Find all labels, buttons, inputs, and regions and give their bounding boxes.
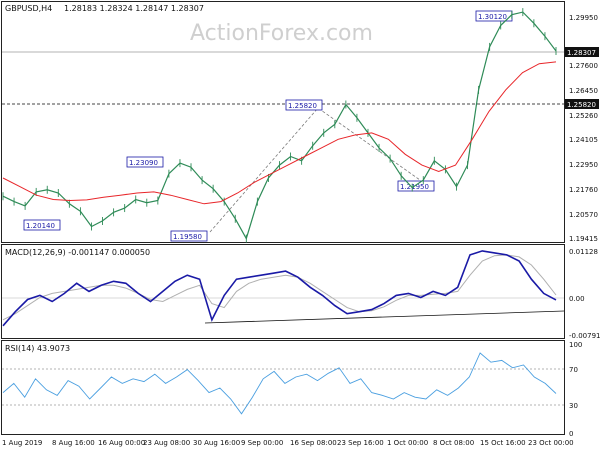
rsi-tick: 100 [569,341,582,349]
current-price-value: 1.28307 [567,49,596,57]
level-price-value: 1.25820 [567,101,596,109]
time-tick: 16 Aug 00:00 [98,439,145,447]
macd-tick: 0.01128 [569,248,598,256]
price-tick: 1.24105 [569,136,598,144]
time-tick: 9 Sep 00:00 [241,439,283,447]
annotation-box [126,156,164,168]
price-panel-frame [1,1,565,243]
price-tick: 1.21760 [569,186,598,194]
macd-line [2,250,557,327]
rsi-axis: 100 70 30 0 [569,341,582,438]
annotation-label: 1.23090 [129,159,158,167]
current-price-box [565,47,599,57]
annotation-box [170,230,208,242]
price-tick: 1.19415 [569,235,598,243]
time-tick: 1 Oct 00:00 [387,439,428,447]
moving-average [2,61,557,205]
rsi-panel-frame [1,340,565,435]
watermark: ActionForex.com [190,21,373,46]
time-tick: 23 Sep 16:00 [337,439,384,447]
price-tick: 1.27600 [569,62,598,70]
macd-series [2,250,557,327]
annotation-box [23,219,61,231]
macd-tick: -0.007911 [569,332,600,340]
price-tick: 1.25260 [569,112,598,120]
annotation-label: 1.21950 [400,183,429,191]
signal-line [2,254,557,321]
price-tick: 1.26450 [569,87,598,95]
ma-line [2,61,557,205]
time-tick: 16 Sep 08:00 [290,439,337,447]
annotation-box [397,180,435,192]
rsi-tick: 70 [569,366,578,374]
rsi-label: RSI(14) 43.9073 [5,344,70,353]
time-axis: 1 Aug 2019 8 Aug 16:00 16 Aug 00:00 23 A… [2,439,574,447]
rsi-line [2,352,557,415]
macd-trendline [204,310,565,324]
time-tick: 1 Aug 2019 [2,439,42,447]
time-tick: 8 Oct 08:00 [433,439,474,447]
rsi-series [2,352,557,415]
annotation-label: 1.19580 [173,233,202,241]
time-tick: 23 Oct 00:00 [528,439,574,447]
macd-axis: 0.01128 0.00 -0.007911 [569,248,600,340]
rsi-tick: 0 [569,430,573,438]
ohlc-label: 1.28183 1.28324 1.28147 1.28307 [64,4,204,13]
macd-label: MACD(12,26,9) -0.001147 0.000050 [5,248,150,257]
annotation-label: 1.30120 [478,13,507,21]
time-tick: 15 Oct 16:00 [480,439,526,447]
price-annotations: 1.30120 1.25820 1.23090 1.21950 1.20140 … [23,10,513,242]
rsi-tick: 30 [569,402,578,410]
symbol-label: GBPUSD,H4 [5,4,52,13]
price-axis: 1.29950 1.27600 1.26450 1.25260 1.24105 … [569,14,598,243]
macd-panel-frame [1,244,565,339]
price-tick: 1.29950 [569,14,598,22]
swing-line-1 [209,107,421,233]
price-tick: 1.22950 [569,161,598,169]
annotation-label: 1.20140 [26,222,55,230]
macd-tick: 0.00 [569,295,585,303]
time-tick: 8 Aug 16:00 [52,439,95,447]
annotation-label: 1.25820 [288,102,317,110]
price-tick: 1.20570 [569,211,598,219]
annotation-box [285,99,323,111]
time-tick: 30 Aug 16:00 [193,439,240,447]
level-price-box [565,99,599,109]
time-tick: 23 Aug 08:00 [143,439,190,447]
